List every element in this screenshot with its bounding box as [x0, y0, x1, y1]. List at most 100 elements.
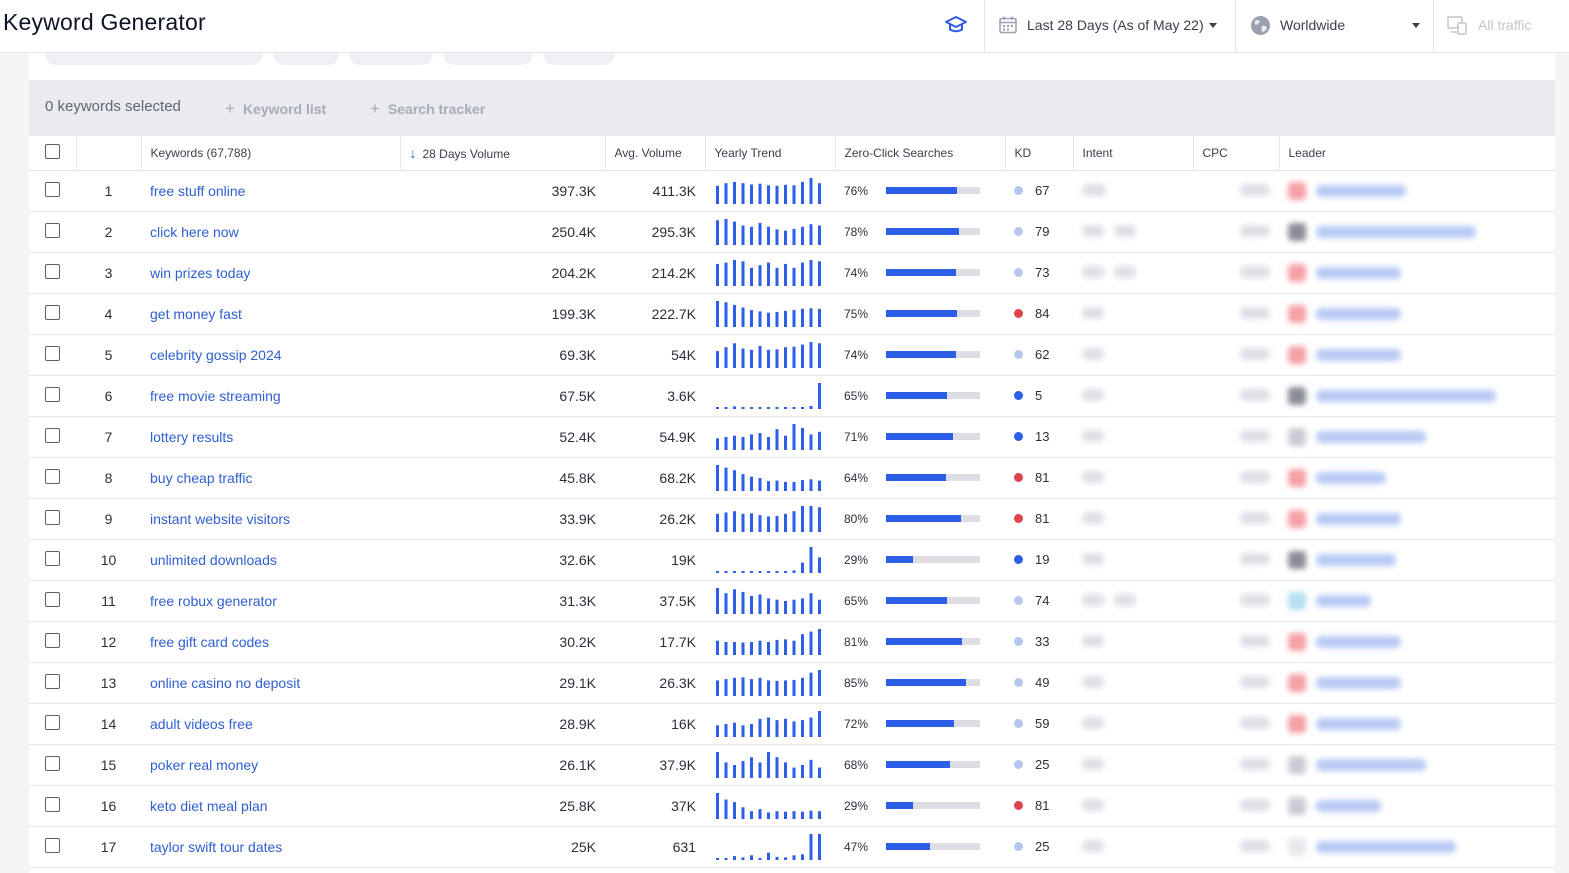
- academy-icon[interactable]: [942, 11, 970, 39]
- traffic-selector[interactable]: All traffic: [1447, 10, 1531, 40]
- leader-link[interactable]: [1316, 430, 1426, 443]
- table-row[interactable]: 13 online casino no deposit 29.1K 26.3K 85% 4…: [29, 662, 1555, 704]
- select-all-checkbox[interactable]: [44, 143, 60, 159]
- row-checkbox[interactable]: [45, 632, 60, 648]
- keywords-header[interactable]: Keywords (67,788): [141, 136, 401, 171]
- table-row[interactable]: 1 free stuff online 397.3K 411.3K 76% 67: [29, 170, 1555, 212]
- keyword-link[interactable]: poker real money: [141, 744, 400, 786]
- row-checkbox[interactable]: [45, 673, 60, 689]
- leader-link[interactable]: [1316, 594, 1371, 607]
- table-row[interactable]: 6 free movie streaming 67.5K 3.6K 65% 5: [29, 375, 1555, 417]
- trend-bar: [767, 406, 770, 409]
- table-row[interactable]: 10 unlimited downloads 32.6K 19K 29% 19: [29, 539, 1555, 581]
- date-range-selector[interactable]: Last 28 Days (As of May 22): [998, 10, 1217, 40]
- row-checkbox[interactable]: [45, 181, 60, 197]
- leader-link[interactable]: [1316, 266, 1401, 279]
- row-checkbox[interactable]: [45, 509, 60, 525]
- yearly-trend-header[interactable]: Yearly Trend: [705, 136, 836, 171]
- table-row[interactable]: 5 celebrity gossip 2024 69.3K 54K 74% 62: [29, 334, 1555, 376]
- leader-link[interactable]: [1316, 758, 1426, 771]
- leader-link[interactable]: [1316, 348, 1401, 361]
- row-checkbox[interactable]: [45, 755, 60, 771]
- leader-link[interactable]: [1316, 840, 1456, 853]
- row-checkbox[interactable]: [45, 796, 60, 812]
- leader-link[interactable]: [1316, 717, 1401, 730]
- filter-chip[interactable]: [45, 53, 263, 65]
- trend-bar: [801, 262, 804, 286]
- keyword-link[interactable]: free movie streaming: [141, 375, 400, 417]
- zero-click-bar-fill: [886, 187, 958, 194]
- keyword-link[interactable]: instant website visitors: [141, 498, 400, 540]
- table-row[interactable]: 16 keto diet meal plan 25.8K 37K 29% 81: [29, 785, 1555, 827]
- table-row[interactable]: 14 adult videos free 28.9K 16K 72% 59: [29, 703, 1555, 745]
- row-checkbox[interactable]: [45, 304, 60, 320]
- row-checkbox[interactable]: [45, 714, 60, 730]
- trend-bar: [733, 259, 736, 286]
- row-checkbox[interactable]: [45, 468, 60, 484]
- table-row[interactable]: 17 taylor swift tour dates 25K 631 47% 25: [29, 826, 1555, 868]
- table-row[interactable]: 9 instant website visitors 33.9K 26.2K 80% 81: [29, 498, 1555, 540]
- filter-chip[interactable]: [543, 53, 615, 65]
- table-row[interactable]: 12 free gift card codes 30.2K 17.7K 81% 33: [29, 621, 1555, 663]
- volume28-header[interactable]: ↓ 28 Days Volume: [400, 136, 606, 171]
- filter-chip[interactable]: [273, 53, 339, 65]
- keyword-link[interactable]: lottery results: [141, 416, 400, 458]
- leader-link[interactable]: [1316, 225, 1476, 238]
- keyword-link[interactable]: win prizes today: [141, 252, 400, 294]
- table-row[interactable]: 4 get money fast 199.3K 222.7K 75% 84: [29, 293, 1555, 335]
- keyword-link[interactable]: click here now: [141, 211, 400, 253]
- keyword-link[interactable]: celebrity gossip 2024: [141, 334, 400, 376]
- keyword-link[interactable]: taylor swift tour dates: [141, 826, 400, 868]
- kd-header[interactable]: KD: [1005, 136, 1074, 171]
- trend-bar: [775, 756, 779, 778]
- keyword-link[interactable]: free stuff online: [141, 170, 400, 212]
- row-checkbox[interactable]: [45, 386, 60, 402]
- add-to-keyword-list-button[interactable]: + Keyword list: [225, 99, 326, 119]
- filter-chip[interactable]: [443, 53, 533, 65]
- leader-link[interactable]: [1316, 389, 1496, 402]
- keyword-link[interactable]: free gift card codes: [141, 621, 400, 663]
- keyword-link[interactable]: get money fast: [141, 293, 400, 335]
- leader-link[interactable]: [1316, 307, 1401, 320]
- row-checkbox[interactable]: [45, 550, 60, 566]
- keyword-link[interactable]: unlimited downloads: [141, 539, 400, 581]
- zero-click-header[interactable]: Zero-Click Searches: [835, 136, 1006, 171]
- leader-link[interactable]: [1316, 471, 1386, 484]
- table-row[interactable]: 11 free robux generator 31.3K 37.5K 65% 74: [29, 580, 1555, 622]
- cpc-cell: [1193, 211, 1279, 253]
- leader-link[interactable]: [1316, 512, 1401, 525]
- columns-icon[interactable]: [1517, 53, 1541, 61]
- table-row[interactable]: 15 poker real money 26.1K 37.9K 68% 25: [29, 744, 1555, 786]
- cpc-header[interactable]: CPC: [1193, 136, 1280, 171]
- country-selector[interactable]: Worldwide: [1250, 10, 1422, 40]
- table-row[interactable]: 7 lottery results 52.4K 54.9K 71% 13: [29, 416, 1555, 458]
- keyword-link[interactable]: keto diet meal plan: [141, 785, 400, 827]
- intent-badge: [1114, 224, 1136, 237]
- leader-link[interactable]: [1316, 799, 1381, 812]
- filter-chip[interactable]: [349, 53, 433, 65]
- row-checkbox[interactable]: [45, 345, 60, 361]
- keyword-link[interactable]: adult videos free: [141, 703, 400, 745]
- keyword-link[interactable]: online casino no deposit: [141, 662, 400, 704]
- row-checkbox[interactable]: [45, 222, 60, 238]
- leader-link[interactable]: [1316, 635, 1401, 648]
- table-row[interactable]: 2 click here now 250.4K 295.3K 78% 79: [29, 211, 1555, 253]
- add-to-search-tracker-button[interactable]: + Search tracker: [370, 99, 485, 119]
- row-checkbox[interactable]: [45, 591, 60, 607]
- export-icon[interactable]: [1475, 53, 1499, 61]
- keyword-link[interactable]: buy cheap traffic: [141, 457, 400, 499]
- leader-link[interactable]: [1316, 676, 1401, 689]
- leader-header[interactable]: Leader: [1279, 136, 1555, 171]
- row-checkbox[interactable]: [45, 263, 60, 279]
- table-row[interactable]: 8 buy cheap traffic 45.8K 68.2K 64% 81: [29, 457, 1555, 499]
- row-checkbox[interactable]: [45, 427, 60, 443]
- table-row[interactable]: 3 win prizes today 204.2K 214.2K 74% 73: [29, 252, 1555, 294]
- leader-link[interactable]: [1316, 553, 1396, 566]
- row-checkbox[interactable]: [45, 837, 60, 853]
- intent-header[interactable]: Intent: [1073, 136, 1194, 171]
- leader-favicon: [1288, 591, 1306, 610]
- row-index: 3: [76, 252, 141, 294]
- leader-link[interactable]: [1316, 184, 1406, 197]
- avg-volume-header[interactable]: Avg. Volume: [605, 136, 706, 171]
- keyword-link[interactable]: free robux generator: [141, 580, 400, 622]
